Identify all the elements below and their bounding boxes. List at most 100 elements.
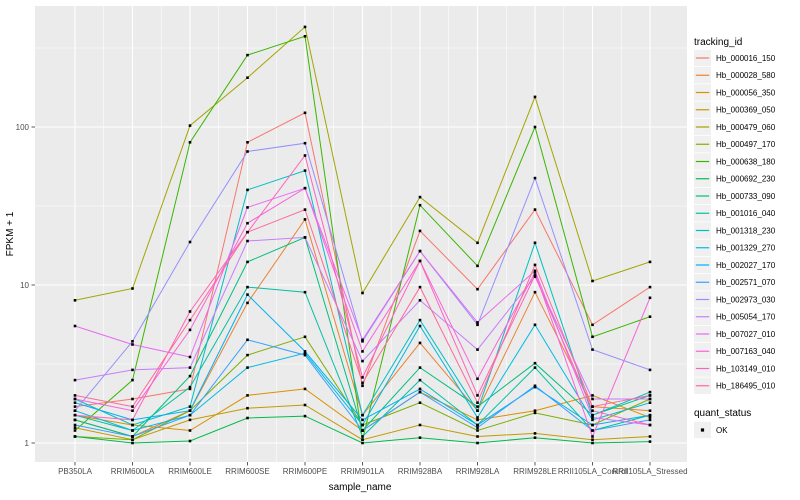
data-point xyxy=(591,413,594,417)
data-point xyxy=(303,414,307,418)
data-point xyxy=(131,397,134,401)
data-point xyxy=(648,435,652,438)
legend-item-label: Hb_002973_030 xyxy=(716,295,776,304)
data-point xyxy=(476,321,479,324)
data-point xyxy=(648,418,652,422)
data-point xyxy=(476,435,479,438)
legend-title-tracking-id: tracking_id xyxy=(694,37,742,48)
legend-entry-Hb_186495_010: Hb_186495_010 xyxy=(694,377,776,394)
data-point xyxy=(131,441,134,445)
legend-item-label: Hb_001016_040 xyxy=(716,209,776,218)
data-point xyxy=(131,438,134,441)
data-point xyxy=(246,260,249,264)
data-point xyxy=(188,413,192,417)
data-point xyxy=(533,208,537,211)
legend-entry-Hb_002027_170: Hb_002027_170 xyxy=(694,256,776,274)
legend-item-label: Hb_000479_060 xyxy=(716,123,776,132)
data-point xyxy=(303,351,307,355)
data-point xyxy=(533,323,537,327)
data-point xyxy=(591,394,594,397)
data-point xyxy=(361,418,364,422)
data-point xyxy=(591,409,594,412)
data-point xyxy=(591,348,594,351)
data-point xyxy=(533,366,537,369)
axes: PB350LA RRIM600LA RRIM600LE RRIM600SE RRIM60… xyxy=(16,123,688,476)
data-point xyxy=(246,394,249,397)
x-tick-label: RRII105LA_Control xyxy=(558,467,628,476)
x-tick-label: RRIM928BA xyxy=(398,467,443,476)
data-point xyxy=(73,418,77,422)
x-tick-label: RRIM600LA xyxy=(111,467,155,476)
x-tick-label: RRIM928LE xyxy=(513,467,557,476)
legend-entry-Hb_001329_270: Hb_001329_270 xyxy=(694,239,776,256)
legend-item-label: Hb_000733_090 xyxy=(716,192,776,201)
data-point xyxy=(303,141,307,145)
legend-item-label: Hb_001318_230 xyxy=(716,226,776,235)
data-point xyxy=(591,435,594,438)
data-point xyxy=(418,378,422,382)
data-point xyxy=(303,208,307,211)
data-point xyxy=(73,299,77,302)
legend-entry-Hb_000369_050: Hb_000369_050 xyxy=(694,101,776,118)
data-point xyxy=(418,249,422,253)
data-point xyxy=(476,405,479,408)
data-point xyxy=(361,340,364,343)
legend-entry-Hb_001318_230: Hb_001318_230 xyxy=(694,222,776,239)
data-point xyxy=(131,418,134,422)
data-point xyxy=(476,401,479,404)
data-point xyxy=(533,409,537,412)
data-point xyxy=(648,260,652,264)
data-point xyxy=(418,285,422,289)
data-point xyxy=(533,125,537,129)
data-point xyxy=(131,343,134,346)
data-point xyxy=(246,188,249,192)
data-point xyxy=(303,236,307,239)
data-point xyxy=(246,406,249,410)
data-point xyxy=(648,413,652,417)
legend-entry-Hb_000028_580: Hb_000028_580 xyxy=(694,67,776,84)
data-point xyxy=(648,296,652,300)
data-point xyxy=(361,291,364,295)
data-point xyxy=(303,353,307,357)
data-point xyxy=(591,405,594,408)
data-point xyxy=(533,269,537,273)
legend-entry-Hb_000733_090: Hb_000733_090 xyxy=(694,187,776,205)
data-point xyxy=(418,341,422,345)
data-point xyxy=(648,394,652,397)
data-point xyxy=(303,218,307,221)
data-points xyxy=(73,25,652,445)
legend-item-label: Hb_000692_230 xyxy=(716,175,776,184)
data-point xyxy=(591,423,594,427)
legend-item-label: Hb_007027_010 xyxy=(716,330,776,339)
data-point xyxy=(591,441,594,445)
data-point xyxy=(533,241,537,245)
data-point xyxy=(648,440,652,443)
data-point xyxy=(131,340,134,343)
data-point xyxy=(73,423,77,427)
data-point xyxy=(591,418,594,422)
legend: Hb_000016_150 Hb_000028_580 Hb_000056_350 H… xyxy=(694,49,776,439)
data-point xyxy=(361,359,364,363)
data-point xyxy=(73,409,77,412)
data-point xyxy=(246,141,249,144)
data-point xyxy=(246,338,249,342)
data-point xyxy=(418,423,422,427)
data-point xyxy=(73,397,77,401)
legend-item-label: Hb_007163_040 xyxy=(716,347,776,356)
data-point xyxy=(533,274,537,277)
x-tick-label: RRII105LA_Stressed xyxy=(612,467,687,476)
data-point xyxy=(246,230,249,234)
data-point xyxy=(418,229,422,233)
data-point xyxy=(246,353,249,357)
data-point xyxy=(246,293,249,296)
data-point xyxy=(131,409,134,412)
data-point xyxy=(246,285,249,289)
data-point xyxy=(418,436,422,439)
data-point xyxy=(131,368,134,372)
data-point xyxy=(418,366,422,369)
legend-item-label: Hb_005054_170 xyxy=(716,313,776,322)
data-point xyxy=(246,366,249,369)
data-point xyxy=(648,401,652,404)
data-point xyxy=(418,203,422,207)
